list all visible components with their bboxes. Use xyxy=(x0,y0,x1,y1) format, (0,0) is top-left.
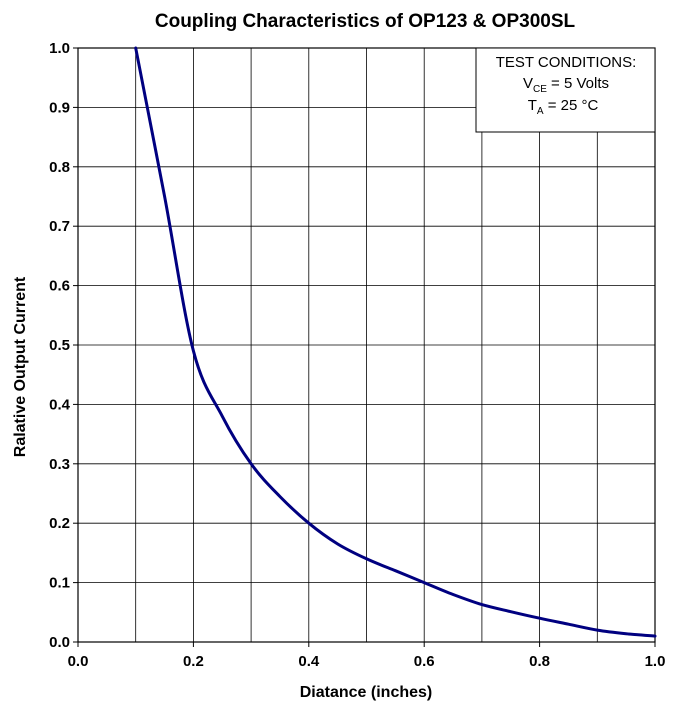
x-axis-ticks: 0.0 0.2 0.4 0.6 0.8 1.0 xyxy=(68,642,666,670)
y-tick-label: 0.1 xyxy=(49,575,70,592)
legend-vce-value: = 5 Volts xyxy=(547,75,609,92)
y-tick-label: 0.8 xyxy=(49,159,70,176)
legend-ta-sub: A xyxy=(537,106,544,117)
chart-title: Coupling Characteristics of OP123 & OP30… xyxy=(155,11,576,32)
y-axis-label: Ralative Output Current xyxy=(12,276,29,457)
legend-ta-var: T xyxy=(528,97,537,114)
legend-vce-line: VCE = 5 Volts xyxy=(523,75,609,95)
x-tick-label: 0.8 xyxy=(529,653,550,670)
series-line xyxy=(134,46,657,638)
y-tick-label: 0.3 xyxy=(49,456,70,473)
x-tick-label: 0.4 xyxy=(298,653,320,670)
legend-ta-value: = 25 °C xyxy=(544,97,599,114)
y-tick-label: 0.6 xyxy=(49,278,70,295)
legend-ta-line: TA = 25 °C xyxy=(528,97,599,117)
grid xyxy=(78,48,655,642)
legend-heading: TEST CONDITIONS: xyxy=(496,54,637,71)
y-tick-label: 1.0 xyxy=(49,40,70,57)
y-tick-label: 0.4 xyxy=(49,396,71,413)
legend-vce-var: V xyxy=(523,75,533,92)
x-tick-label: 0.2 xyxy=(183,653,204,670)
x-tick-label: 0.0 xyxy=(68,653,89,670)
legend-box: TEST CONDITIONS: VCE = 5 Volts TA = 25 °… xyxy=(475,47,656,133)
legend-frame xyxy=(475,47,656,133)
y-axis-ticks: 0.0 0.1 0.2 0.3 0.4 0.5 0.6 0.7 0.8 0.9 1.0 xyxy=(49,40,78,651)
y-tick-label: 0.2 xyxy=(49,515,70,532)
series-layer xyxy=(134,46,657,638)
y-tick-label: 0.7 xyxy=(49,218,70,235)
x-axis-label: Diatance (inches) xyxy=(300,684,432,701)
x-tick-label: 0.6 xyxy=(414,653,435,670)
legend-vce-sub: CE xyxy=(533,84,547,95)
y-tick-label: 0.5 xyxy=(49,337,70,354)
y-tick-label: 0.0 xyxy=(49,634,70,651)
y-tick-label: 0.9 xyxy=(49,99,70,116)
x-tick-label: 1.0 xyxy=(645,653,666,670)
